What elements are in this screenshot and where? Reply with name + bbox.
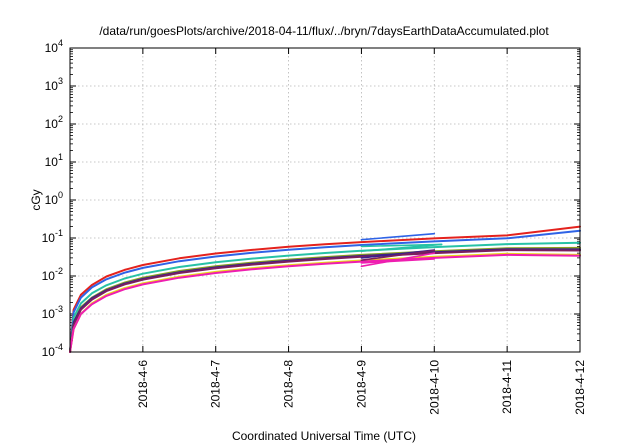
y-tick-label: 101: [45, 152, 63, 169]
y-tick-base: 10: [45, 41, 59, 55]
y-tick-exponent: -2: [55, 266, 63, 276]
y-tick-base: 10: [45, 79, 59, 93]
x-tick-label: 2018-4-7: [209, 360, 223, 408]
y-tick-exponent: 3: [58, 76, 63, 86]
y-tick-base: 10: [42, 269, 56, 283]
y-tick-label: 100: [45, 190, 63, 207]
y-tick-exponent: 4: [58, 38, 63, 48]
y-tick-label: 102: [45, 114, 63, 131]
y-tick-base: 10: [45, 193, 59, 207]
overlay-series-line: [360, 232, 436, 241]
x-tick-label: 2018-4-9: [354, 360, 368, 408]
plot-frame: [69, 47, 581, 353]
series-line: [69, 229, 581, 353]
y-tick-label: 10-1: [42, 228, 63, 245]
overlay-series-line: [360, 252, 436, 268]
y-tick-base: 10: [42, 231, 56, 245]
y-tick-base: 10: [42, 307, 56, 321]
overlay-series-line: [360, 249, 436, 262]
x-axis-label: Coordinated Universal Time (UTC): [232, 429, 416, 443]
y-tick-base: 10: [45, 155, 59, 169]
y-tick-label: 10-2: [42, 266, 63, 283]
y-tick-exponent: -4: [55, 342, 63, 352]
overlay-series-line: [360, 243, 443, 252]
y-tick-exponent: 2: [58, 114, 63, 124]
y-tick-exponent: 1: [58, 152, 63, 162]
y-tick-base: 10: [45, 117, 59, 131]
grid-lines: [70, 48, 580, 352]
y-tick-label: 10-3: [42, 304, 63, 321]
x-tick-label: 2018-4-8: [282, 360, 296, 408]
x-tick-label: 2018-4-11: [500, 360, 514, 414]
y-tick-label: 104: [45, 38, 63, 55]
y-tick-label: 10-4: [42, 342, 63, 359]
y-tick-label: 103: [45, 76, 63, 93]
x-tick-label: 2018-4-12: [573, 360, 587, 415]
y-axis-label: cGy: [29, 189, 43, 210]
y-tick-exponent: -1: [55, 228, 63, 238]
series-line: [69, 241, 581, 353]
series-lines: [69, 225, 581, 353]
chart-title: /data/run/goesPlots/archive/2018-04-11/f…: [99, 24, 549, 38]
y-tick-exponent: 0: [58, 190, 63, 200]
x-tick-label: 2018-4-10: [427, 360, 441, 415]
y-tick-base: 10: [42, 345, 56, 359]
x-tick-label: 2018-4-6: [136, 360, 150, 408]
x-axis-ticks: 2018-4-6 2018-4-7 2018-4-8 2018-4-9 2018-4-1…: [136, 48, 587, 415]
overlay-series-line: [360, 258, 436, 264]
series-line: [69, 225, 581, 353]
y-tick-exponent: -3: [55, 304, 63, 314]
